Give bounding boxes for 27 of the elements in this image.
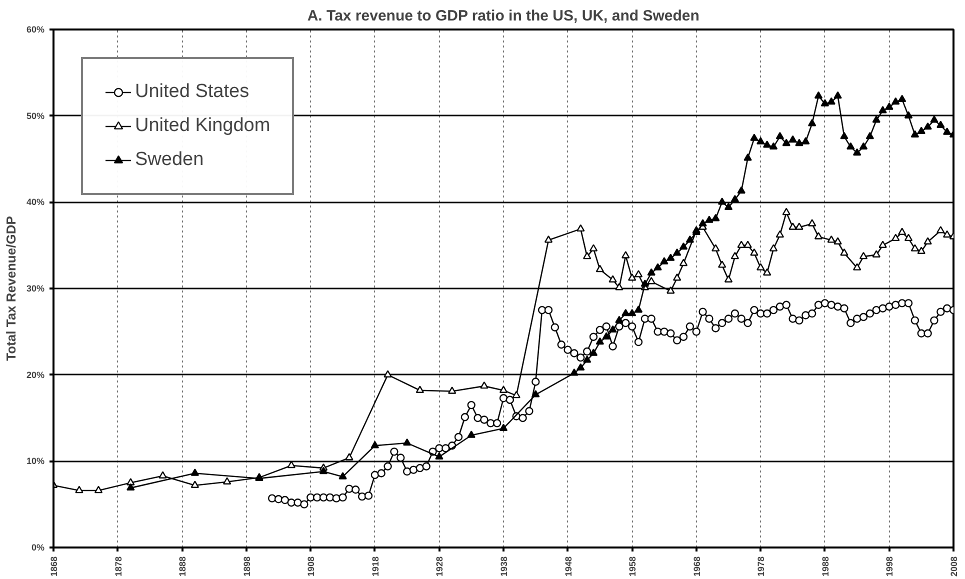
x-tick-label: 1868 xyxy=(49,556,59,577)
x-tick-label: 1968 xyxy=(692,556,702,577)
x-tick-label: 1878 xyxy=(113,556,124,577)
y-tick-label: 60% xyxy=(26,24,44,34)
x-tick-label: 1928 xyxy=(434,556,445,577)
x-tick-label: 1978 xyxy=(756,556,766,577)
y-tick-label: 50% xyxy=(26,110,44,121)
x-tick-label: 1898 xyxy=(242,556,252,577)
y-tick-label: 40% xyxy=(26,197,44,208)
x-tick-label: 1938 xyxy=(499,556,509,577)
y-tick-label: 10% xyxy=(26,456,44,466)
x-tick-label: 1918 xyxy=(370,556,380,577)
y-axis-title: Total Tax Revenue/GDP xyxy=(3,216,18,361)
y-tick-label: 0% xyxy=(31,542,45,552)
legend-label: United States xyxy=(135,81,250,103)
y-tick-label: 30% xyxy=(26,284,44,294)
y-tick-label: 20% xyxy=(26,370,44,380)
x-tick-label: 2008 xyxy=(949,556,959,577)
x-tick-label: 1908 xyxy=(306,556,316,577)
legend-label: Sweden xyxy=(135,149,204,171)
x-tick-label: 1958 xyxy=(628,556,638,577)
legend-label: United Kingdom xyxy=(135,115,270,137)
x-tick-label: 1988 xyxy=(820,556,830,577)
chart-title: A. Tax revenue to GDP ratio in the US, UK, and Sweden xyxy=(307,8,700,24)
x-tick-label: 1948 xyxy=(563,556,574,577)
x-tick-label: 1888 xyxy=(178,556,188,577)
x-tick-label: 1998 xyxy=(884,556,895,577)
